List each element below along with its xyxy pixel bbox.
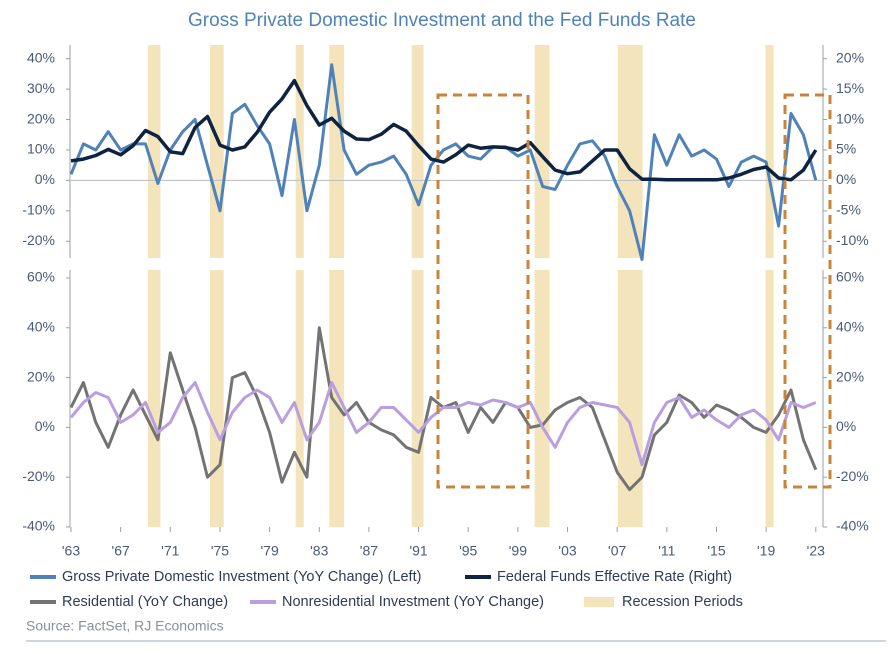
y-tick-label: 10% — [27, 141, 55, 157]
x-tick-label: '79 — [260, 543, 278, 559]
y-tick-label: 40% — [27, 318, 55, 334]
recession-band — [534, 45, 550, 258]
recession-band — [147, 270, 161, 527]
y-tick-label: -40% — [22, 518, 55, 534]
x-tick-label: '71 — [161, 543, 179, 559]
recession-band — [147, 45, 161, 258]
x-tick-label: '63 — [62, 543, 80, 559]
y-tick-label: 30% — [27, 80, 55, 96]
legend-label: Recession Periods — [622, 594, 743, 610]
y2-tick-label: 5% — [836, 141, 856, 157]
legend-label: Nonresidential Investment (YoY Change) — [282, 594, 544, 610]
series-line — [69, 381, 817, 467]
recession-band — [411, 270, 424, 527]
y-tick-label: 40% — [27, 49, 55, 65]
x-tick-label: '11 — [658, 543, 675, 559]
y-tick-label: 20% — [27, 110, 55, 126]
recession-band — [534, 270, 550, 527]
legend-swatch — [584, 597, 614, 607]
y2-tick-label: 0% — [836, 418, 856, 434]
highlight-box — [436, 93, 530, 489]
x-tick-label: '87 — [360, 543, 378, 559]
recession-band — [329, 270, 345, 527]
y-tick-label: 20% — [27, 368, 55, 384]
recession-band — [617, 270, 643, 527]
y-tick-label: 0% — [35, 171, 55, 187]
recession-band — [295, 270, 304, 527]
y-tick-label: -10% — [22, 202, 55, 218]
y2-tick-label: 0% — [836, 171, 856, 187]
legend-label: Residential (YoY Change) — [62, 594, 228, 610]
plot-area: -20% -10% 0% 10% 20% 30% 40% -10% -5% 0% 5% 10% 15% 2… — [22, 45, 869, 559]
highlight-box — [783, 93, 832, 489]
x-tick-label: '19 — [757, 543, 775, 559]
recession-band — [617, 45, 643, 258]
x-tick-label: '75 — [211, 543, 229, 559]
x-tick-label: '67 — [112, 543, 130, 559]
y2-tick-label: 20% — [836, 368, 864, 384]
y2-tick-label: 15% — [836, 80, 864, 96]
recession-band — [329, 45, 345, 258]
x-tick-label: '91 — [409, 543, 427, 559]
x-tick-label: '83 — [310, 543, 328, 559]
y2-tick-label: 40% — [836, 318, 864, 334]
y2-tick-label: -10% — [836, 232, 869, 248]
recession-band — [765, 270, 774, 527]
recession-band — [765, 45, 774, 258]
series-line — [70, 78, 818, 182]
y2-tick-label: 20% — [836, 49, 864, 65]
x-tick-label: '07 — [608, 543, 626, 559]
recession-band — [411, 45, 424, 258]
y-tick-label: 0% — [35, 418, 55, 434]
legend-label: Federal Funds Effective Rate (Right) — [497, 569, 732, 585]
y2-tick-label: 10% — [836, 110, 864, 126]
y2-tick-label: -20% — [836, 468, 869, 484]
y-tick-label: -20% — [22, 232, 55, 248]
x-tick-label: '03 — [558, 543, 576, 559]
y2-tick-label: -40% — [836, 518, 869, 534]
x-tick-label: '23 — [807, 543, 825, 559]
x-tick-label: '95 — [459, 543, 477, 559]
chart-title: Gross Private Domestic Investment and th… — [188, 10, 696, 31]
y2-tick-label: -5% — [836, 202, 861, 218]
x-tick-label: '15 — [707, 543, 725, 559]
x-tick-label: '99 — [509, 543, 527, 559]
series-line — [69, 63, 818, 261]
y2-tick-label: 60% — [836, 269, 864, 285]
legend-label: Gross Private Domestic Investment (YoY C… — [62, 569, 421, 585]
recession-band — [210, 270, 224, 527]
recession-band — [210, 45, 224, 258]
y-tick-label: 60% — [27, 269, 55, 285]
source-note: Source: FactSet, RJ Economics — [26, 618, 224, 634]
y-tick-label: -20% — [22, 468, 55, 484]
